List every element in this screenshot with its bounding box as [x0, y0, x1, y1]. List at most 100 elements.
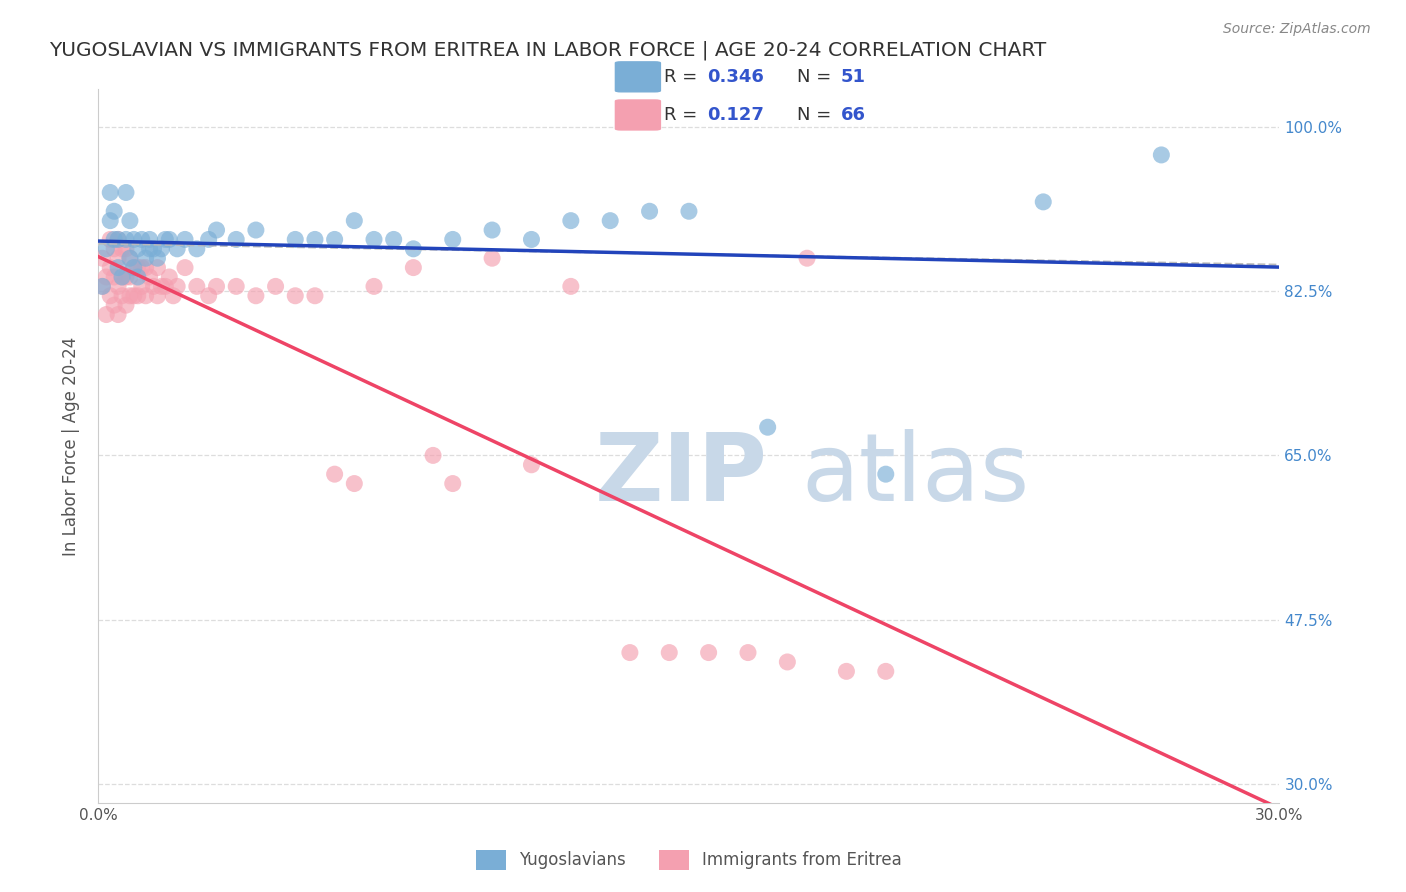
Point [122, 289, 145, 303]
Point [157, 270, 180, 285]
Text: N =: N = [797, 69, 837, 87]
Point [115, 270, 138, 285]
Point [402, 242, 425, 256]
Point [776, 655, 799, 669]
Point [111, 289, 134, 303]
Text: R =: R = [664, 106, 703, 124]
Point [103, 270, 125, 285]
Point [245, 289, 267, 303]
Point [697, 646, 720, 660]
Text: atlas: atlas [801, 428, 1029, 521]
Point [138, 242, 160, 256]
Point [343, 476, 366, 491]
Point [122, 232, 145, 246]
Point [142, 242, 165, 256]
Point [162, 289, 184, 303]
Point [118, 251, 141, 265]
Text: YUGOSLAVIAN VS IMMIGRANTS FROM ERITREA IN LABOR FORCE | AGE 20-24 CORRELATION CH: YUGOSLAVIAN VS IMMIGRANTS FROM ERITREA I… [49, 40, 1046, 60]
Point [245, 223, 267, 237]
Text: 66: 66 [841, 106, 866, 124]
Point [155, 232, 177, 246]
Point [131, 232, 153, 246]
Text: 0.346: 0.346 [707, 69, 765, 87]
Text: 0.127: 0.127 [707, 106, 765, 124]
Point [155, 279, 177, 293]
Y-axis label: In Labor Force | Age 20-24: In Labor Force | Age 20-24 [62, 336, 80, 556]
Point [115, 298, 138, 312]
Point [520, 458, 543, 472]
Point [107, 251, 129, 265]
Point [135, 289, 157, 303]
Point [91, 279, 114, 293]
Point [96, 242, 118, 256]
Point [166, 242, 188, 256]
Point [150, 242, 173, 256]
Point [118, 213, 141, 227]
Point [103, 204, 125, 219]
Point [146, 260, 169, 275]
Point [481, 251, 503, 265]
Point [174, 232, 197, 246]
Point [402, 260, 425, 275]
Point [146, 289, 169, 303]
Point [284, 232, 307, 246]
Point [363, 279, 385, 293]
Point [91, 251, 114, 265]
Point [225, 279, 247, 293]
Point [98, 260, 121, 275]
Point [98, 213, 121, 227]
Point [111, 270, 134, 285]
Point [96, 270, 118, 285]
Point [103, 232, 125, 246]
Point [1032, 194, 1054, 209]
Point [382, 232, 405, 246]
Point [111, 242, 134, 256]
Point [115, 242, 138, 256]
Point [107, 232, 129, 246]
Point [422, 449, 444, 463]
Point [441, 476, 464, 491]
Point [875, 665, 897, 679]
Point [98, 186, 121, 200]
Point [197, 232, 219, 246]
Point [796, 251, 818, 265]
Point [96, 308, 118, 322]
Text: R =: R = [664, 69, 703, 87]
FancyBboxPatch shape [614, 62, 661, 93]
Point [225, 232, 247, 246]
Point [304, 232, 326, 246]
Point [111, 270, 134, 285]
Point [323, 467, 346, 482]
Point [599, 213, 621, 227]
Point [323, 232, 346, 246]
Point [127, 289, 149, 303]
Point [520, 232, 543, 246]
Point [638, 204, 661, 219]
Point [150, 279, 173, 293]
Point [678, 204, 700, 219]
Text: 51: 51 [841, 69, 866, 87]
Point [115, 186, 138, 200]
Point [441, 232, 464, 246]
Point [1150, 148, 1173, 162]
Point [91, 279, 114, 293]
Point [122, 260, 145, 275]
Point [131, 279, 153, 293]
Point [138, 270, 160, 285]
Point [107, 279, 129, 293]
Point [284, 289, 307, 303]
Point [122, 260, 145, 275]
Point [205, 279, 228, 293]
Text: ZIP: ZIP [595, 428, 768, 521]
Point [157, 232, 180, 246]
Point [131, 260, 153, 275]
Point [118, 270, 141, 285]
Point [135, 251, 157, 265]
Point [304, 289, 326, 303]
Point [127, 270, 149, 285]
Point [197, 289, 219, 303]
Point [118, 289, 141, 303]
Point [127, 242, 149, 256]
Point [174, 260, 197, 275]
Point [107, 260, 129, 275]
